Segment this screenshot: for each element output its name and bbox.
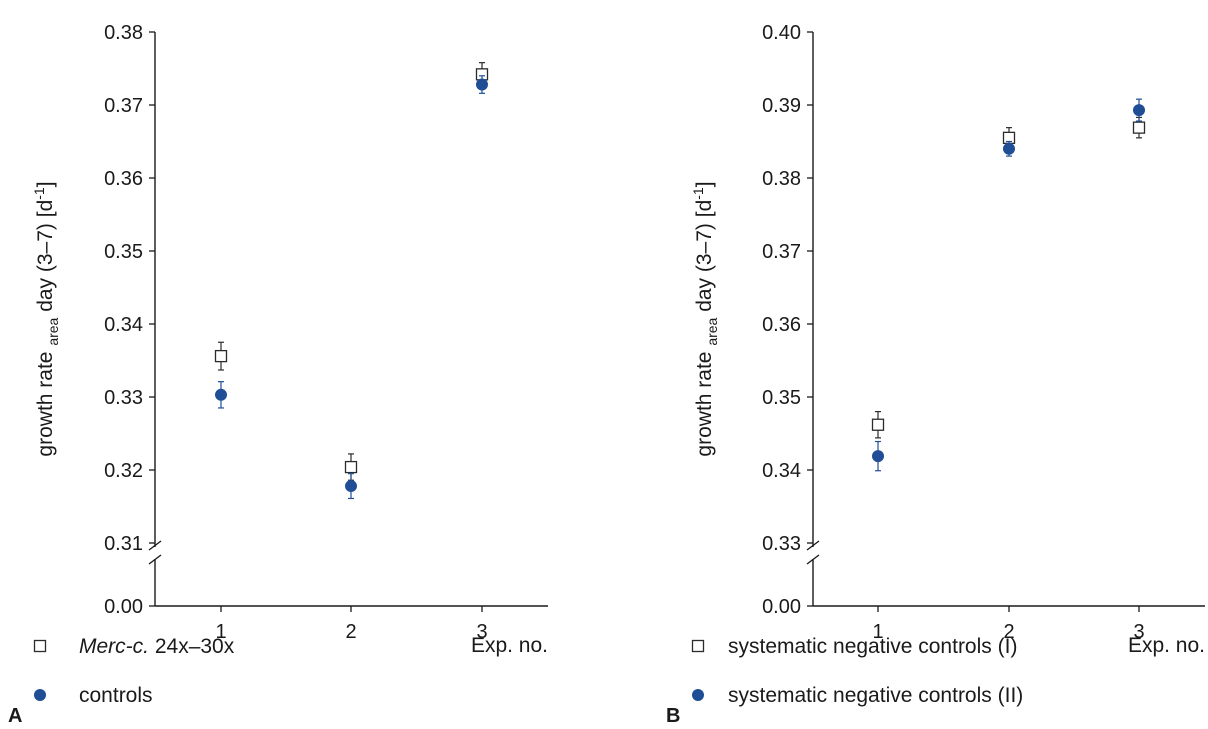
panel-letter: B — [666, 705, 680, 727]
panel-b: 0.00 0.33 0.34 0.35 0.36 0.37 0.38 0.39 0.40 1 2 3… — [666, 22, 1205, 727]
data-point-square — [214, 349, 228, 363]
y-tick-label: 0.34 — [762, 460, 801, 482]
data-point-square — [1132, 121, 1146, 134]
x-tick-label: 3 — [1133, 621, 1144, 643]
x-axis-label: Exp. no. — [471, 634, 548, 657]
data-point-circle — [1003, 142, 1015, 155]
legend-marker-square — [691, 639, 705, 653]
x-tick-label: 1 — [872, 621, 883, 643]
y-tick-label: 0.33 — [104, 387, 143, 409]
data-point-circle — [872, 450, 884, 463]
y-tick-label: 0.40 — [762, 22, 801, 44]
x-axis-ticks: 1 2 3 — [872, 606, 1145, 643]
y-tick-label: 0.36 — [762, 314, 801, 336]
y-axis-ticks: 0.00 0.31 0.32 0.33 0.34 0.35 0.36 0.37 0.38 — [104, 22, 155, 618]
y-axis-label: growth rate area day (3–7) [d-1] — [31, 181, 61, 456]
y-tick-label: 0.39 — [762, 95, 801, 117]
y-tick-label: 0.35 — [762, 387, 801, 409]
axis-break-mark — [806, 554, 820, 565]
legend-label: systematic negative controls (II) — [728, 684, 1023, 707]
x-tick-label: 3 — [476, 621, 487, 643]
x-tick-label: 2 — [1003, 621, 1014, 643]
axis-break-mark — [148, 554, 162, 565]
x-axis-label: Exp. no. — [1128, 634, 1205, 657]
x-tick-label: 1 — [215, 621, 226, 643]
data-point-circle — [476, 78, 488, 91]
data-points — [871, 98, 1146, 472]
legend-marker-square — [33, 639, 47, 653]
y-tick-label: 0.36 — [104, 168, 143, 190]
x-axis-ticks: 1 2 3 — [215, 606, 488, 643]
y-tick-label: 0.38 — [104, 22, 143, 44]
data-point-circle — [1133, 104, 1145, 117]
y-tick-label: 0.34 — [104, 314, 143, 336]
panel-a: 0.00 0.31 0.32 0.33 0.34 0.35 0.36 0.37 0.38 1 2 3… — [8, 22, 548, 727]
y-tick-label: 0.38 — [762, 168, 801, 190]
axis-break-mark — [806, 540, 820, 551]
y-tick-label: 0.00 — [762, 596, 801, 618]
panel-letter: A — [8, 705, 22, 727]
legend-label: controls — [79, 684, 153, 707]
legend-marker-circle — [692, 689, 704, 701]
data-points — [214, 62, 489, 500]
y-axis-ticks: 0.00 0.33 0.34 0.35 0.36 0.37 0.38 0.39 0.40 — [762, 22, 813, 618]
legend: Merc-c. 24x–30x controls — [33, 635, 235, 707]
legend-label: Merc-c. 24x–30x — [79, 635, 235, 658]
legend: systematic negative controls (I) systemat… — [691, 635, 1023, 707]
data-point-square — [344, 460, 358, 474]
y-tick-label: 0.31 — [104, 533, 143, 555]
y-tick-label: 0.37 — [104, 95, 143, 117]
y-tick-label: 0.33 — [762, 533, 801, 555]
y-tick-label: 0.32 — [104, 460, 143, 482]
data-point-circle — [215, 388, 227, 401]
x-tick-label: 2 — [345, 621, 356, 643]
data-point-square — [871, 418, 885, 431]
axis-break-mark — [148, 540, 162, 551]
data-point-circle — [345, 480, 357, 493]
y-tick-label: 0.35 — [104, 241, 143, 263]
y-tick-label: 0.37 — [762, 241, 801, 263]
y-axis-label: growth rate area day (3–7) [d-1] — [690, 181, 720, 456]
legend-label: systematic negative controls (I) — [728, 635, 1017, 658]
legend-marker-circle — [34, 689, 46, 701]
y-tick-label: 0.00 — [104, 596, 143, 618]
